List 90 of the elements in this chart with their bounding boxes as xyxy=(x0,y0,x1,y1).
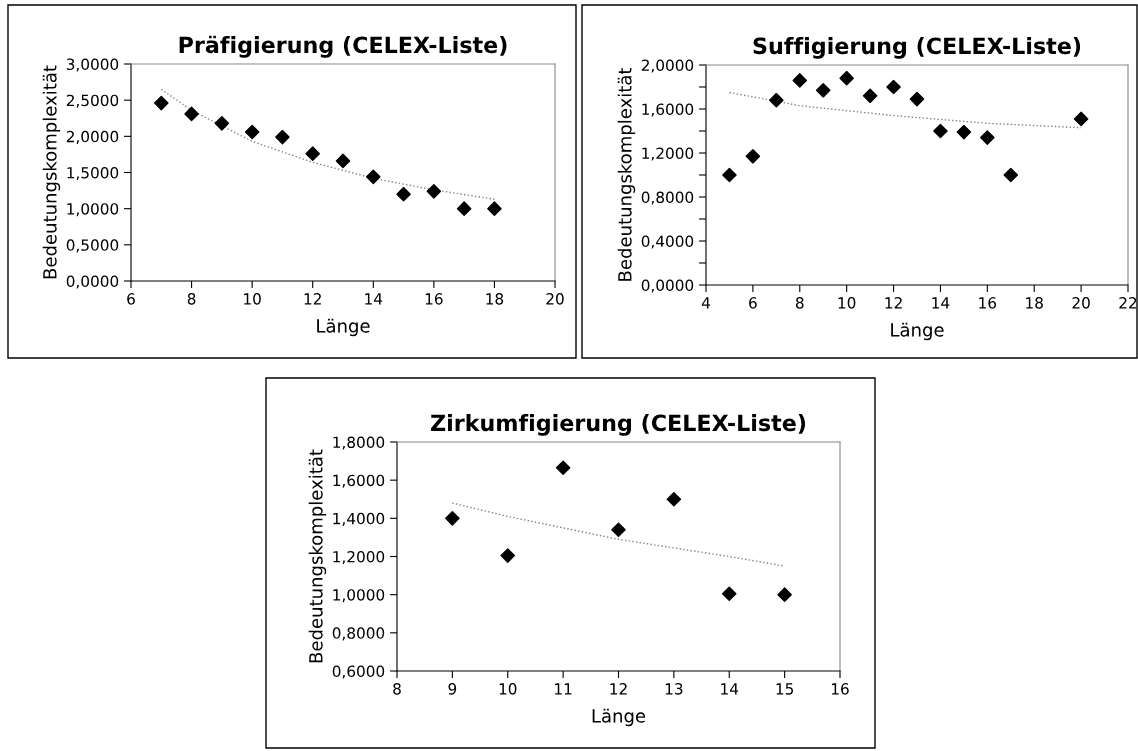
point xyxy=(305,146,320,161)
y-tick-label: 1,2000 xyxy=(642,147,694,161)
y-tick-label: 0,5000 xyxy=(66,239,119,253)
y-tick-label: 1,2000 xyxy=(333,550,385,565)
point xyxy=(244,124,260,140)
x-tick-label: 4 xyxy=(701,297,710,309)
point xyxy=(1003,167,1019,183)
point xyxy=(666,491,682,507)
point xyxy=(721,586,737,601)
point xyxy=(335,153,351,169)
point xyxy=(366,169,381,185)
x-tick-label: 20 xyxy=(1072,297,1090,309)
point xyxy=(886,79,901,95)
point xyxy=(956,124,972,140)
line-series xyxy=(451,502,786,567)
point xyxy=(184,106,199,122)
y-tick-label: 2,0000 xyxy=(66,130,119,144)
y-tick-label: 1,6000 xyxy=(642,103,694,117)
point xyxy=(745,149,761,164)
x-tick-label: 12 xyxy=(304,293,321,305)
point xyxy=(396,186,411,202)
point xyxy=(275,129,290,145)
x-axis-title: Länge xyxy=(317,318,370,337)
y-tick-label: 2,5000 xyxy=(66,94,119,108)
point xyxy=(815,83,831,98)
x-tick-label: 9 xyxy=(448,683,457,695)
point xyxy=(426,184,442,199)
x-tick-label: 8 xyxy=(393,683,401,695)
x-tick-label: 22 xyxy=(1119,297,1137,309)
y-axis-title: Bedeutungskomplexität xyxy=(308,449,327,663)
y-axis-title: Bedeutungskomplexität xyxy=(42,65,61,279)
x-tick-label: 10 xyxy=(244,293,261,305)
chart-title: Präfigierung (CELEX-Liste) xyxy=(179,35,507,58)
y-tick-label: 1,0000 xyxy=(67,203,119,217)
x-tick-label: 8 xyxy=(795,297,804,309)
x-tick-label: 18 xyxy=(486,293,504,305)
x-tick-label: 12 xyxy=(610,683,627,695)
point xyxy=(722,167,737,183)
point xyxy=(445,511,460,526)
point xyxy=(777,587,792,602)
x-tick-label: 15 xyxy=(776,683,794,695)
point xyxy=(792,73,808,88)
x-tick-label: 10 xyxy=(499,683,517,695)
y-tick-label: 1,4000 xyxy=(333,512,385,526)
point xyxy=(500,548,516,563)
y-tick-label: 0,8000 xyxy=(641,191,694,205)
x-tick-label: 18 xyxy=(1026,297,1043,309)
x-tick-label: 10 xyxy=(838,297,856,309)
x-axis-title: Länge xyxy=(592,708,646,727)
y-tick-label: 1,6000 xyxy=(333,474,385,488)
point xyxy=(214,116,230,131)
point xyxy=(456,201,472,216)
point xyxy=(839,70,854,86)
point xyxy=(933,123,948,139)
x-tick-label: 16 xyxy=(979,297,997,309)
y-tick-label: 0,0000 xyxy=(66,275,119,289)
y-tick-label: 0,8000 xyxy=(332,627,385,641)
x-tick-label: 20 xyxy=(546,293,564,305)
x-tick-label: 14 xyxy=(365,293,383,305)
y-tick-label: 1,5000 xyxy=(67,166,119,181)
x-tick-label: 14 xyxy=(721,683,739,695)
x-tick-label: 11 xyxy=(555,683,572,695)
point xyxy=(769,92,784,108)
y-tick-label: 1,8000 xyxy=(333,436,385,450)
y-tick-label: 1,0000 xyxy=(333,589,385,603)
x-tick-label: 12 xyxy=(885,297,902,309)
y-tick-label: 2,0000 xyxy=(641,59,694,73)
point xyxy=(1073,111,1089,127)
point xyxy=(555,460,571,476)
x-tick-label: 14 xyxy=(932,297,950,309)
point xyxy=(980,130,995,145)
y-tick-label: 0,6000 xyxy=(332,665,385,679)
chart-title: Zirkumfigierung (CELEX-Liste) xyxy=(431,414,806,436)
point xyxy=(487,201,502,216)
point xyxy=(909,91,925,107)
y-tick-label: 3,0000 xyxy=(66,58,119,72)
y-tick-label: 0,0000 xyxy=(641,279,694,293)
chart-title: Suffigierung (CELEX-Liste) xyxy=(753,37,1081,59)
x-tick-label: 16 xyxy=(831,683,849,695)
point xyxy=(862,88,878,104)
point xyxy=(154,95,169,111)
x-tick-label: 6 xyxy=(749,297,757,309)
x-tick-label: 8 xyxy=(187,293,196,305)
point xyxy=(611,522,626,538)
x-tick-label: 6 xyxy=(127,293,135,305)
x-tick-label: 13 xyxy=(665,683,683,695)
y-axis-title: Bedeutungskomplexität xyxy=(617,67,636,281)
y-tick-label: 0,4000 xyxy=(641,235,694,249)
x-axis-title: Länge xyxy=(891,322,944,341)
x-tick-label: 16 xyxy=(425,293,443,305)
